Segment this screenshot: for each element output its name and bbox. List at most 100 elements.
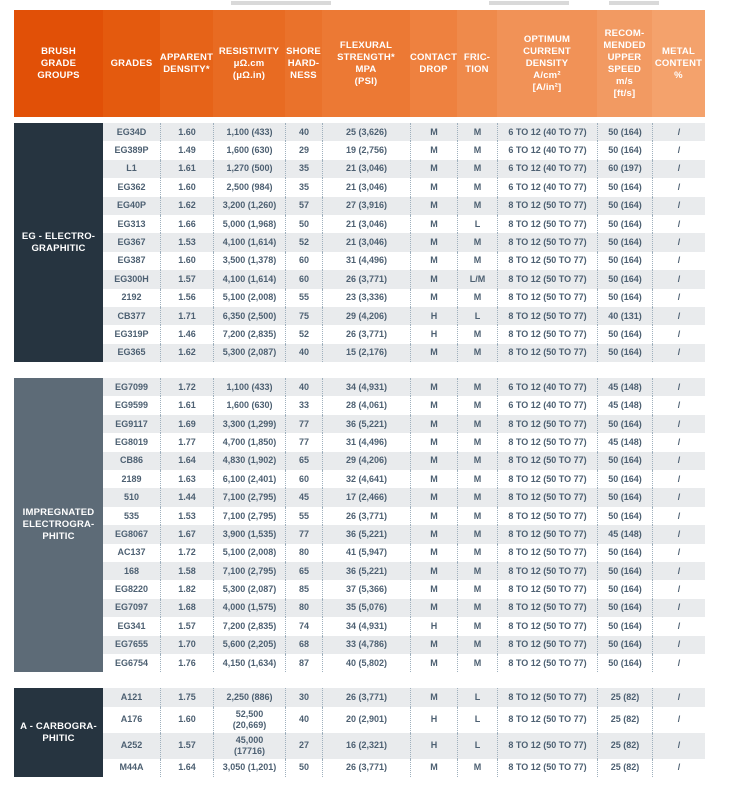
table-row: L1 1.61 1,270 (500) 35 21 (3,046) M M 6 TO 12 (… xyxy=(103,159,705,179)
value-cell: 7,100 (2,795) xyxy=(213,561,285,581)
value-cell: 1.44 xyxy=(160,488,213,507)
group-rows: A121 1.75 2,250 (886) 30 26 (3,771) M L 8 TO 12… xyxy=(103,688,705,778)
value-cell: 6 TO 12 (40 TO 77) xyxy=(497,141,597,160)
value-cell: 50 (164) xyxy=(597,506,652,526)
value-cell: M xyxy=(457,525,497,544)
grade-cell: EG8019 xyxy=(114,436,149,447)
table-row: EG34D 1.60 1,100 (433) 40 25 (3,626) M M 6 TO 1… xyxy=(103,123,705,142)
value-cell: 55 xyxy=(285,288,322,307)
table-row: EG9599 1.61 1,600 (630) 33 28 (4,061) M M 6 TO … xyxy=(103,396,705,415)
value-cell: 50 xyxy=(285,758,322,778)
value-cell: 40 (5,802) xyxy=(322,653,410,673)
value-cell: 8 TO 12 (50 TO 77) xyxy=(497,433,597,452)
value-cell: M xyxy=(457,543,497,562)
value-cell: L xyxy=(457,688,497,707)
value-cell: M xyxy=(410,159,457,179)
value-cell: 45 xyxy=(285,488,322,507)
value-cell: M xyxy=(410,196,457,215)
value-cell: 40 xyxy=(285,343,322,363)
value-cell: 26 (3,771) xyxy=(322,506,410,526)
table-row: 510 1.44 7,100 (2,795) 45 17 (2,466) M M 8 TO 1… xyxy=(103,488,705,507)
value-cell: / xyxy=(652,598,705,618)
value-cell: 50 (164) xyxy=(597,598,652,618)
value-cell: 1.60 xyxy=(160,123,213,142)
value-cell: M xyxy=(457,451,497,471)
value-cell: 36 (5,221) xyxy=(322,525,410,544)
grade-cell: L1 xyxy=(126,163,137,174)
value-cell: H xyxy=(410,325,457,344)
table-row: EG341 1.57 7,200 (2,835) 74 34 (4,931) H M 8 TO… xyxy=(103,617,705,636)
value-cell: 50 (164) xyxy=(597,141,652,160)
value-cell: 1.58 xyxy=(160,561,213,581)
value-cell: 5,600 (2,205) xyxy=(213,635,285,654)
table-row: EG319P 1.46 7,200 (2,835) 52 26 (3,771) H M 8 T… xyxy=(103,325,705,344)
header-apparent-density: APPARENT DENSITY* xyxy=(160,10,213,117)
value-cell: 40 (131) xyxy=(597,306,652,326)
value-cell: M xyxy=(410,470,457,489)
value-cell: M xyxy=(457,343,497,363)
value-cell: 34 (4,931) xyxy=(322,378,410,397)
value-cell: 1,270 (500) xyxy=(213,159,285,179)
value-cell: 65 xyxy=(285,451,322,471)
table-row: EG387 1.60 3,500 (1,378) 60 31 (4,496) M M 8 TO… xyxy=(103,251,705,271)
value-cell: / xyxy=(652,451,705,471)
value-cell: 1.70 xyxy=(160,635,213,654)
value-cell: 50 (164) xyxy=(597,561,652,581)
header-brush-grade-groups: BRUSH GRADE GROUPS xyxy=(14,10,103,117)
value-cell: 8 TO 12 (50 TO 77) xyxy=(497,251,597,271)
grade-cell: EG365 xyxy=(117,347,146,358)
value-cell: M xyxy=(410,561,457,581)
value-cell: 52 xyxy=(285,233,322,252)
value-cell: 29 (4,206) xyxy=(322,306,410,326)
value-cell: 80 xyxy=(285,598,322,618)
value-cell: / xyxy=(652,306,705,326)
value-cell: M xyxy=(457,617,497,636)
value-cell: 8 TO 12 (50 TO 77) xyxy=(497,414,597,434)
value-cell: / xyxy=(652,123,705,142)
table-row: EG313 1.66 5,000 (1,968) 50 21 (3,046) M L 8 TO… xyxy=(103,214,705,234)
group-impregnated-electrographitic: IMPREGNATED ELECTROGRA- PHITIC EG7099 1.72… xyxy=(14,378,705,673)
value-cell: 1.82 xyxy=(160,580,213,599)
value-cell: 40 xyxy=(285,378,322,397)
value-cell: / xyxy=(652,758,705,778)
value-cell: M xyxy=(457,561,497,581)
value-cell: 17 (2,466) xyxy=(322,488,410,507)
value-cell: 1.66 xyxy=(160,214,213,234)
table-row: 535 1.53 7,100 (2,795) 55 26 (3,771) M M 8 TO 1… xyxy=(103,506,705,526)
value-cell: / xyxy=(652,414,705,434)
value-cell: 50 (164) xyxy=(597,543,652,562)
value-cell: / xyxy=(652,159,705,179)
group-eg-electrographitic: EG - ELECTRO- GRAPHITIC EG34D 1.60 1,100 (4… xyxy=(14,123,705,363)
value-cell: 25 (82) xyxy=(597,758,652,778)
value-cell: 8 TO 12 (50 TO 77) xyxy=(497,196,597,215)
value-cell: M xyxy=(457,123,497,142)
value-cell: M xyxy=(410,233,457,252)
value-cell: / xyxy=(652,561,705,581)
table-row: EG6754 1.76 4,150 (1,634) 87 40 (5,802) M M 8 T… xyxy=(103,653,705,673)
value-cell: 1.69 xyxy=(160,414,213,434)
value-cell: M xyxy=(410,123,457,142)
value-cell: 26 (3,771) xyxy=(322,758,410,778)
table-row: EG367 1.53 4,100 (1,614) 52 21 (3,046) M M 8 TO… xyxy=(103,233,705,252)
value-cell: 7,200 (2,835) xyxy=(213,617,285,636)
value-cell: M xyxy=(410,343,457,363)
header-friction: FRIC- TION xyxy=(457,10,497,117)
value-cell: 3,500 (1,378) xyxy=(213,251,285,271)
value-cell: 87 xyxy=(285,653,322,673)
value-cell: 5,100 (2,008) xyxy=(213,288,285,307)
top-edge-artifact xyxy=(231,1,331,5)
value-cell: 8 TO 12 (50 TO 77) xyxy=(497,653,597,673)
value-cell: 50 (164) xyxy=(597,451,652,471)
value-cell: M xyxy=(410,251,457,271)
value-cell: / xyxy=(652,178,705,197)
value-cell: 50 (164) xyxy=(597,178,652,197)
value-cell: 1.61 xyxy=(160,159,213,179)
value-cell: 1.57 xyxy=(160,617,213,636)
grade-cell: EG8220 xyxy=(114,584,149,595)
value-cell: M xyxy=(410,525,457,544)
value-cell: 45,000 (17716) xyxy=(213,732,285,759)
value-cell: 1.61 xyxy=(160,396,213,415)
value-cell: 29 xyxy=(285,141,322,160)
value-cell: 50 (164) xyxy=(597,414,652,434)
value-cell: 60 xyxy=(285,251,322,271)
